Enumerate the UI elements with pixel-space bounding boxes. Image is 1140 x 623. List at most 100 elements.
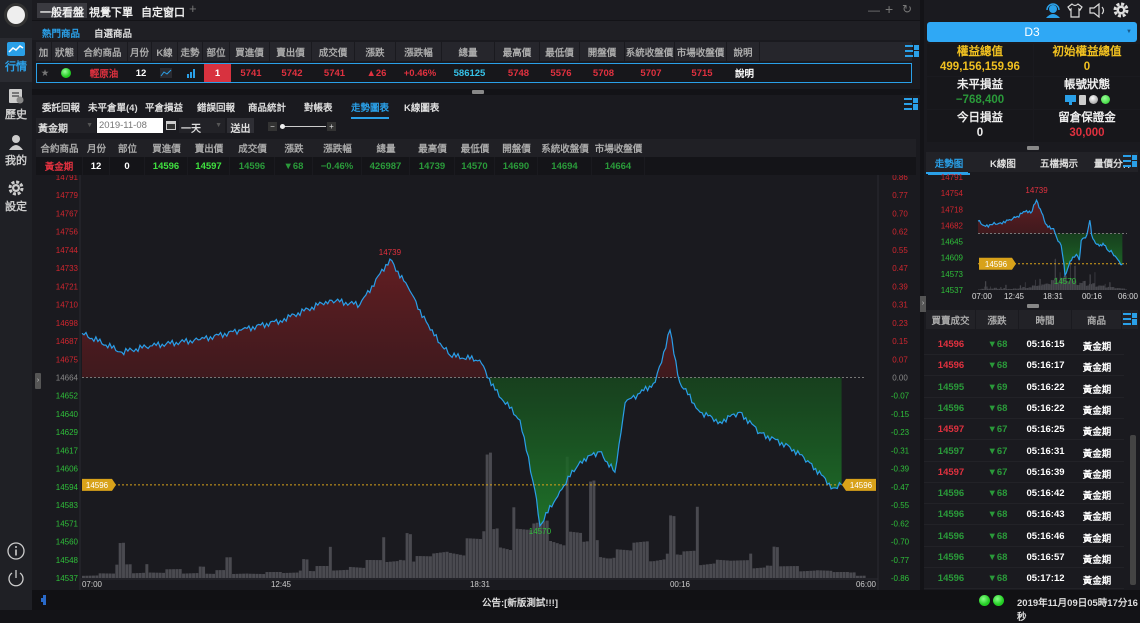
quote-cell[interactable] <box>179 64 204 82</box>
column-menu-icon[interactable] <box>904 98 918 110</box>
quote-cell[interactable]: 5707 <box>626 64 676 82</box>
minimize-button[interactable]: — <box>868 3 880 17</box>
tab-lower-7[interactable]: K線圖表 <box>404 103 440 114</box>
account-select[interactable]: D3 ▼ <box>927 22 1137 42</box>
trade-row[interactable]: 14597 ▼67 05:16:39 黃金期 <box>924 462 1124 483</box>
sidebar-item-settings[interactable]: 設定 <box>0 176 32 220</box>
quote-cell[interactable]: +0.46% <box>397 64 443 82</box>
trade-row[interactable]: 14597 ▼67 05:16:31 黃金期 <box>924 441 1124 462</box>
column-header[interactable]: 合約商品 <box>40 144 79 155</box>
panel-resize-handle[interactable] <box>1027 146 1039 150</box>
quote-cell[interactable]: 5748 <box>496 64 541 82</box>
quote-cell[interactable]: 1 <box>204 64 231 82</box>
quote-cell[interactable]: 5741 <box>313 64 356 82</box>
column-header[interactable]: 合約商品 <box>78 42 128 61</box>
column-header[interactable]: 成交價 <box>312 42 355 61</box>
column-header[interactable]: 買賣成交 <box>926 310 976 329</box>
quote-cell[interactable]: 12 <box>129 64 153 82</box>
column-header[interactable]: 月份 <box>86 144 106 155</box>
quote-cell[interactable] <box>53 64 79 82</box>
product-select[interactable]: 黃金期 ▼ <box>36 118 96 135</box>
maximize-button[interactable]: + <box>885 1 894 17</box>
column-header[interactable]: 月份 <box>128 42 152 61</box>
column-header[interactable]: 系統收盤價 <box>625 42 675 61</box>
sidebar-item-history[interactable]: 歷史 <box>0 84 32 128</box>
column-menu-icon[interactable] <box>1123 313 1137 325</box>
column-header[interactable]: 賣出價 <box>194 144 224 155</box>
date-input[interactable] <box>97 118 163 133</box>
zoom-out-button[interactable]: − <box>268 122 277 131</box>
tab-lower-0[interactable]: 委託回報 <box>42 103 81 114</box>
column-header[interactable]: 最高價 <box>418 144 447 155</box>
zoom-slider[interactable] <box>280 124 326 129</box>
column-header[interactable]: 商品 <box>1072 310 1122 329</box>
column-header[interactable]: 時間 <box>1019 310 1072 329</box>
announcement-text[interactable]: 公告:[新版測試!!!] <box>482 598 558 609</box>
trade-row[interactable]: 14596 ▼68 05:16:22 黃金期 <box>924 398 1124 419</box>
tab-right-2[interactable]: 五檔揭示 <box>1040 159 1079 170</box>
trade-row[interactable]: 14596 ▼68 05:16:17 黃金期 <box>924 355 1124 377</box>
expand-right-handle[interactable]: › <box>920 296 926 312</box>
quote-cell[interactable]: 5708 <box>581 64 626 82</box>
tab-watchlist[interactable]: 自選商品 <box>94 29 133 40</box>
sidebar-item-mine[interactable]: 我的 <box>0 130 32 174</box>
column-header[interactable]: 說明 <box>727 42 760 61</box>
trade-row[interactable]: 14595 ▼69 05:16:22 黃金期 <box>924 377 1124 398</box>
column-header[interactable]: 開盤價 <box>502 144 531 155</box>
quote-cell[interactable]: 5576 <box>541 64 581 82</box>
quote-cell[interactable]: 5715 <box>676 64 728 82</box>
gear-icon[interactable] <box>1113 2 1129 18</box>
customer-service-icon[interactable] <box>1045 3 1061 18</box>
calendar-icon[interactable] <box>166 120 176 130</box>
column-header[interactable]: 成交價 <box>238 144 267 155</box>
zoom-slider-thumb[interactable] <box>280 124 285 129</box>
quote-cell[interactable]: ★ <box>37 64 53 82</box>
tab-right-3[interactable]: 量價分佈 <box>1094 159 1133 170</box>
shirt-icon[interactable] <box>1067 3 1083 18</box>
column-header[interactable]: 開盤價 <box>580 42 625 61</box>
quote-cell[interactable]: 5742 <box>271 64 313 82</box>
quote-cell[interactable] <box>153 64 179 82</box>
column-menu-icon[interactable] <box>905 45 919 57</box>
tab-custom-window[interactable]: 自定窗口 <box>141 7 185 19</box>
tab-visual-order[interactable]: 視覺下單 <box>89 7 133 19</box>
column-header[interactable]: 漲跌幅 <box>323 144 352 155</box>
column-header[interactable]: 漲跌幅 <box>396 42 442 61</box>
column-header[interactable]: 漲跌 <box>976 310 1019 329</box>
trade-row[interactable]: 14596 ▼68 05:16:57 黃金期 <box>924 547 1124 568</box>
zoom-in-button[interactable]: + <box>327 122 336 131</box>
tab-lower-3[interactable]: 錯誤回報 <box>197 103 236 114</box>
kline-icon[interactable] <box>160 68 172 78</box>
trade-row[interactable]: 14596 ▼68 05:17:12 黃金期 <box>924 568 1124 590</box>
column-header[interactable]: 漲跌 <box>355 42 396 61</box>
column-header[interactable]: 加 <box>36 42 52 61</box>
submit-button[interactable]: 送出 <box>227 118 254 135</box>
panel-resize-handle[interactable] <box>472 90 484 94</box>
column-header[interactable]: 買進價 <box>230 42 270 61</box>
power-icon[interactable] <box>7 569 25 587</box>
period-select[interactable]: 一天 ▼ <box>179 118 225 135</box>
column-header[interactable]: 最低價 <box>460 144 490 155</box>
quote-cell[interactable]: 輕原油 <box>79 64 129 82</box>
trade-row[interactable]: 14596 ▼68 05:16:43 黃金期 <box>924 504 1124 526</box>
speaker-icon[interactable] <box>1089 3 1107 18</box>
column-header[interactable]: 總量 <box>376 144 396 155</box>
panel-resize-handle[interactable] <box>1027 304 1039 308</box>
tab-lower-6[interactable]: 走勢圖表 <box>351 100 390 119</box>
tab-right-1[interactable]: K線图 <box>990 159 1016 170</box>
column-header[interactable]: 最低價 <box>540 42 580 61</box>
trade-row[interactable]: 14596 ▼68 05:16:42 黃金期 <box>924 483 1124 505</box>
trade-row[interactable]: 14596 ▼68 05:16:46 黃金期 <box>924 526 1124 547</box>
tab-lower-5[interactable]: 對帳表 <box>304 103 333 114</box>
tab-general-board[interactable]: 一般看盤 <box>37 3 87 19</box>
column-header[interactable]: 買進價 <box>152 144 181 155</box>
column-header[interactable]: 部位 <box>117 144 137 155</box>
column-header[interactable]: 系統收盤價 <box>541 144 589 155</box>
sidebar-item-market[interactable]: 行情 <box>0 38 32 82</box>
column-header[interactable]: 市場收盤價 <box>594 144 643 155</box>
tab-lower-4[interactable]: 商品統計 <box>248 103 287 114</box>
quote-cell[interactable]: 說明 <box>728 64 761 82</box>
quote-cell[interactable]: 586125 <box>443 64 496 82</box>
tab-lower-1[interactable]: 未平倉單(4) <box>88 103 138 114</box>
column-header[interactable]: 市場收盤價 <box>675 42 727 61</box>
